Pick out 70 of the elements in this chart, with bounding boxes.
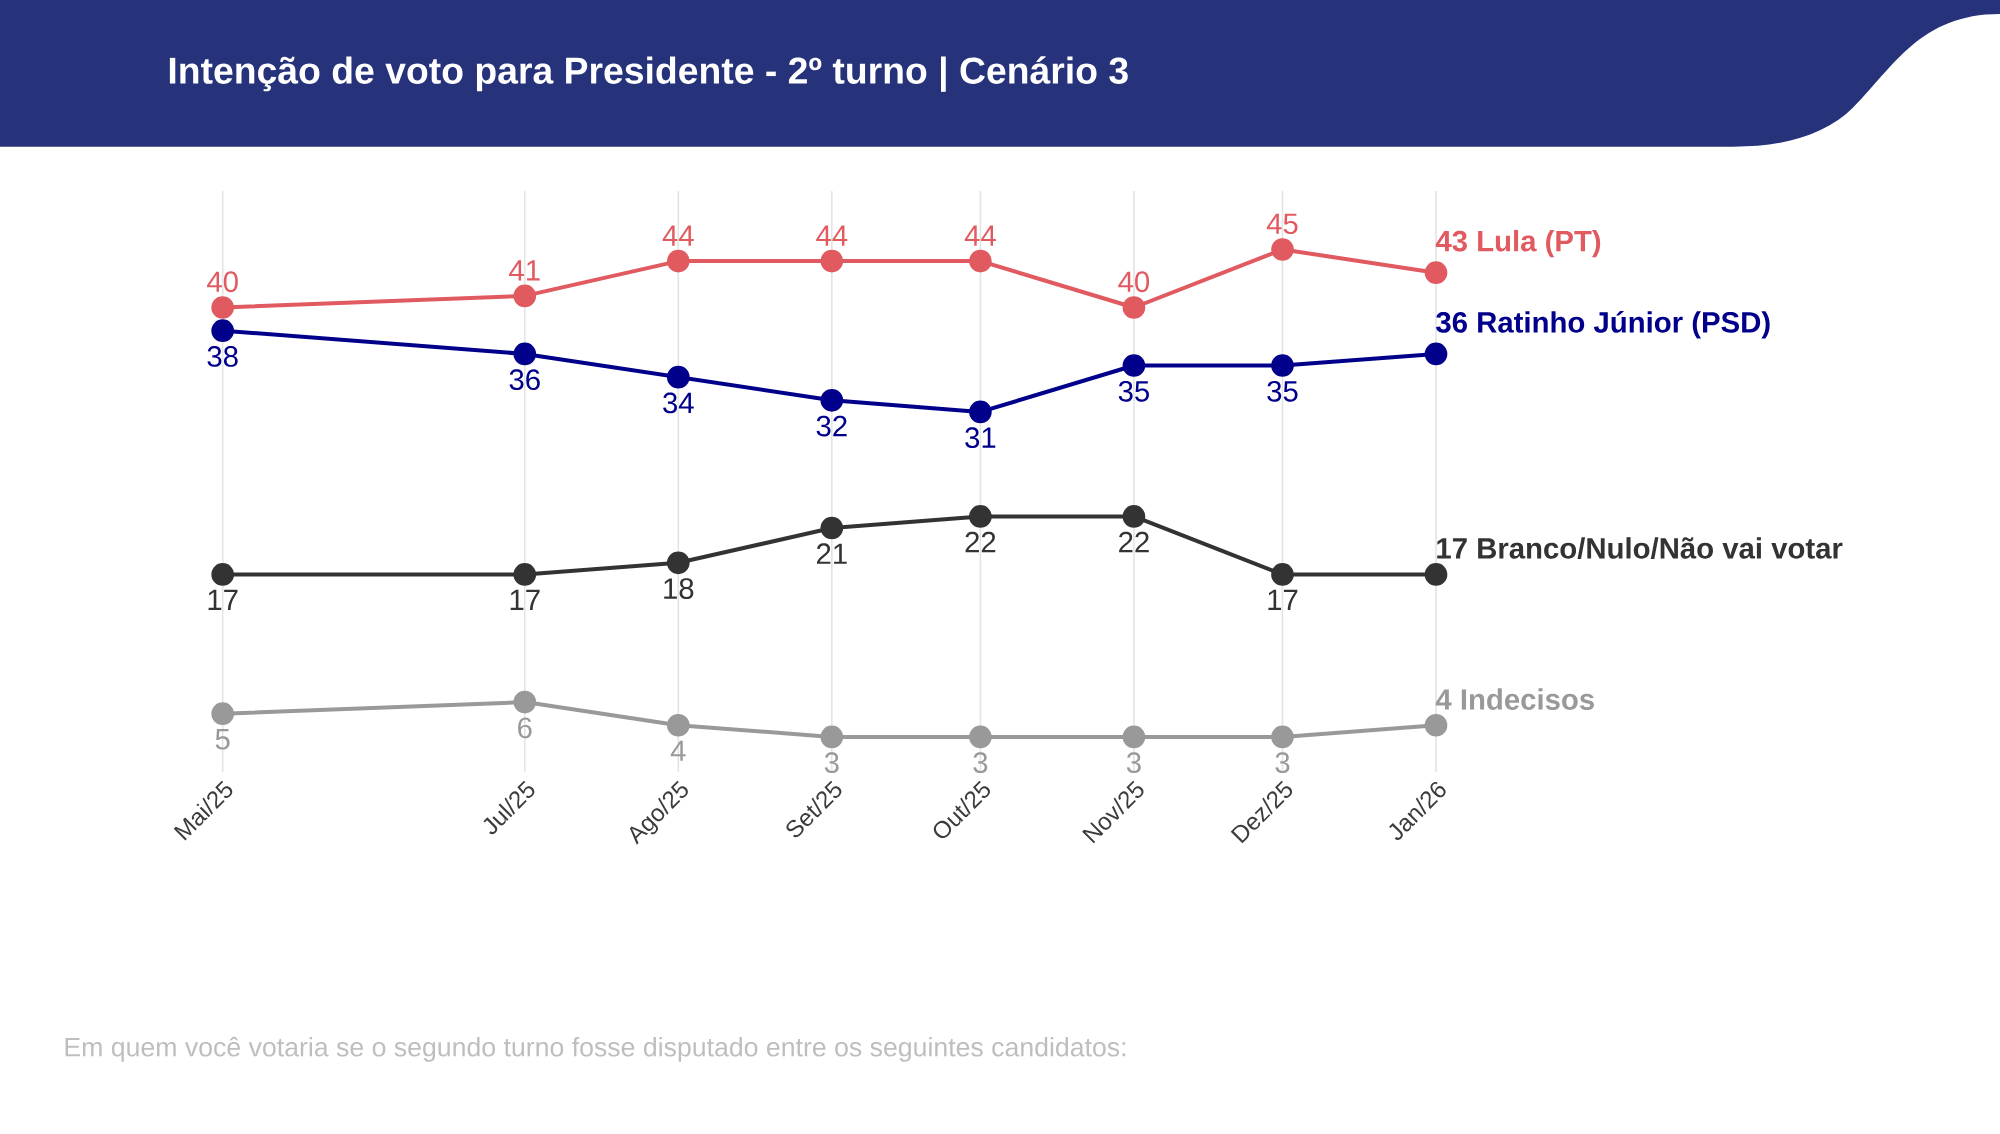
series-label: Indecisos [1461, 688, 1594, 710]
point [513, 563, 537, 586]
data-label: 3 [1275, 752, 1290, 774]
point [513, 284, 537, 308]
data-label: 40 [207, 271, 238, 293]
point [1271, 725, 1294, 749]
point [1424, 261, 1448, 285]
data-label: 35 [1118, 380, 1149, 402]
point [513, 342, 537, 366]
point [969, 249, 992, 273]
data-label: 44 [816, 225, 848, 246]
data-label: 22 [965, 531, 996, 553]
point [969, 505, 992, 528]
point [211, 563, 235, 586]
series-label: Ratinho Júnior (PSD) [1478, 310, 1770, 339]
data-label: 36 [1436, 311, 1467, 333]
data-label: 3 [973, 752, 988, 774]
data-label: 6 [518, 717, 532, 739]
data-label: 34 [663, 392, 694, 414]
point [1271, 563, 1294, 586]
point [1271, 354, 1294, 377]
data-label: 17 [208, 589, 238, 610]
data-label: 21 [816, 543, 847, 564]
point [666, 249, 690, 273]
data-label: 44 [662, 225, 694, 246]
data-label: 41 [509, 260, 540, 281]
point [820, 389, 844, 412]
point [1271, 238, 1294, 261]
point [969, 400, 992, 424]
point [820, 516, 844, 540]
point [666, 551, 690, 575]
data-label: 38 [207, 346, 238, 367]
point [1424, 713, 1448, 737]
point [969, 725, 992, 749]
series-label: Branco/Nulo/Não vai votar [1478, 537, 1843, 560]
data-label: 43 [1435, 230, 1467, 252]
data-label: 4 [1435, 689, 1452, 710]
data-label: 40 [1118, 271, 1150, 293]
point [666, 365, 690, 389]
data-label: 31 [965, 427, 996, 449]
data-label: 3 [1126, 752, 1141, 774]
point [211, 702, 235, 726]
data-label: 32 [816, 415, 847, 437]
point [513, 690, 537, 714]
chart-title: Intenção de voto para Presidente - 2º turno | Cenário 3 [169, 56, 1128, 92]
point [1122, 296, 1146, 319]
data-label: 17 [510, 589, 540, 610]
data-label: 18 [664, 578, 694, 599]
point [1424, 342, 1448, 366]
data-label: 44 [964, 225, 996, 246]
text: Em quem você votaria se o segundo turno fosse disputado entre os seguintes candidatos: [65, 1036, 1126, 1062]
point [820, 725, 844, 749]
point [1122, 725, 1146, 749]
point [1122, 505, 1146, 528]
data-label: 3 [824, 752, 839, 774]
point [1424, 563, 1448, 586]
point [211, 296, 235, 319]
point [820, 249, 844, 273]
data-label: 35 [1267, 380, 1298, 402]
data-label: 4 [670, 740, 686, 761]
data-label: 5 [215, 729, 230, 750]
data-label: 17 [1437, 538, 1467, 559]
point [666, 713, 690, 737]
data-label: 45 [1266, 213, 1298, 235]
data-label: 17 [1268, 589, 1298, 610]
point [1122, 354, 1146, 377]
series-label: Lula (PT) [1478, 229, 1601, 258]
data-label: 36 [509, 369, 540, 391]
point [211, 319, 235, 343]
data-label: 22 [1119, 531, 1149, 553]
